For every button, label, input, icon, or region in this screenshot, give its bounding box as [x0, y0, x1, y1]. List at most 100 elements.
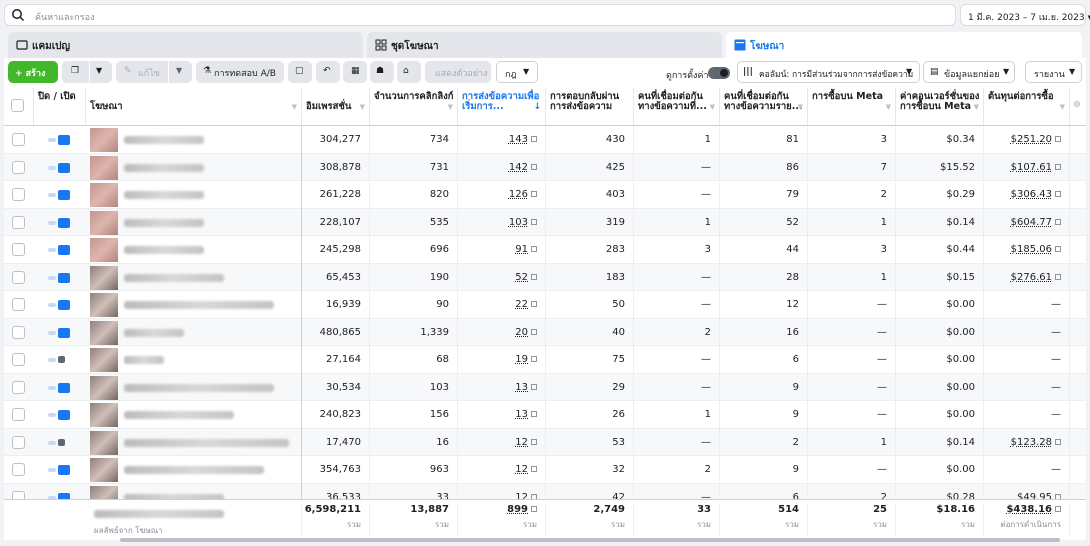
row-checkbox[interactable]: [12, 408, 25, 421]
row-checkbox[interactable]: [12, 380, 25, 394]
header-link-clicks[interactable]: จำนวนการคลิกลิงก์ ▼: [370, 88, 458, 126]
search-input[interactable]: ค้นหาและกรอง: [35, 13, 95, 23]
header-onoff[interactable]: ปิด / เปิด: [34, 88, 86, 126]
breakdown-dropdown[interactable]: ▤ ข้อมูลแยกย่อย ▼: [923, 61, 1015, 83]
table-row[interactable]: 480,865 1,339 20 40 2 16 — $0.00 —: [4, 318, 1086, 346]
cell-value: $107.61: [1010, 161, 1052, 173]
ad-name-blurred[interactable]: [124, 466, 264, 474]
table-row[interactable]: 308,878 731 142 425 — 86 7 $15.52 $107.61: [4, 153, 1086, 181]
ad-name-blurred[interactable]: [124, 356, 164, 364]
tab-adsets[interactable]: ชุดโฆษณา: [367, 32, 722, 58]
columns-dropdown[interactable]: ||| คอลัมน์: การมีส่วนร่วมจากการส่งข้อควา…: [737, 61, 920, 83]
row-checkbox[interactable]: [12, 160, 25, 174]
delete-button[interactable]: ▦: [343, 61, 367, 83]
ad-name-blurred[interactable]: [124, 328, 184, 337]
onoff-toggle[interactable]: [58, 356, 65, 363]
onoff-toggle[interactable]: [58, 382, 70, 393]
row-checkbox[interactable]: [12, 353, 25, 366]
table-row[interactable]: 30,534 103 13 29 — 9 — $0.00 —: [4, 373, 1086, 401]
table-row[interactable]: 240,823 156 13 26 1 9 — $0.00 —: [4, 401, 1086, 429]
ad-name-blurred[interactable]: [124, 136, 204, 144]
duplicate-button[interactable]: ❐ ▼: [62, 61, 112, 83]
header-ad[interactable]: โฆษณา ▼: [86, 88, 302, 126]
ad-name-blurred[interactable]: [124, 273, 224, 282]
table-row[interactable]: 304,277 734 143 430 1 81 3 $0.34 $251.20: [4, 126, 1086, 154]
cell-conn-msg: 2: [634, 318, 720, 346]
reports-dropdown[interactable]: รายงาน ▼: [1025, 61, 1082, 83]
table-row[interactable]: 245,298 696 91 283 3 44 3 $0.44 $185.06: [4, 236, 1086, 264]
cell-value: $15.52: [940, 161, 975, 173]
header-impressions[interactable]: อิมเพรสชั่น ▼: [302, 88, 370, 126]
onoff-toggle[interactable]: [58, 190, 70, 200]
edit-button[interactable]: ✎ แก้ไข ▼: [116, 61, 192, 83]
onoff-toggle[interactable]: [58, 492, 70, 503]
row-checkbox[interactable]: [12, 215, 25, 229]
ad-name-blurred[interactable]: [124, 411, 234, 419]
total-value: 33: [697, 504, 711, 515]
cell-link-clicks: 68: [370, 346, 458, 374]
cell-value: 28: [786, 271, 799, 283]
audience-button[interactable]: ☗: [370, 61, 394, 83]
row-checkbox[interactable]: [12, 188, 25, 201]
row-checkbox[interactable]: [12, 298, 25, 311]
ad-name-blurred[interactable]: [124, 218, 204, 227]
tab-ads[interactable]: โฆษณา: [726, 32, 1082, 58]
create-button[interactable]: + สร้าง: [8, 61, 58, 83]
row-checkbox[interactable]: [12, 435, 25, 449]
onoff-toggle[interactable]: [58, 410, 70, 420]
header-messaging-replies[interactable]: การตอบกลับผ่านการส่งข้อความ: [546, 88, 634, 126]
row-checkbox[interactable]: [12, 243, 25, 256]
header-connections-list[interactable]: คนที่เชื่อมต่อกันทางข้อความราย... ▼: [720, 88, 808, 126]
table-row[interactable]: 228,107 535 103 319 1 52 1 $0.14 $604.77: [4, 208, 1086, 236]
undo-button[interactable]: ↶: [316, 61, 340, 83]
select-all-checkbox[interactable]: [11, 99, 24, 112]
view-setup-toggle[interactable]: [708, 67, 730, 79]
header-cost-per-purchase[interactable]: ต้นทุนต่อการซื้อ ▼: [984, 88, 1070, 126]
onoff-toggle[interactable]: [58, 162, 70, 173]
table-row[interactable]: 261,228 820 126 403 — 79 2 $0.29 $306.43: [4, 181, 1086, 209]
rules-dropdown[interactable]: กฎ ▼: [496, 61, 538, 83]
onoff-toggle[interactable]: [58, 438, 65, 446]
header-connections-messaging[interactable]: คนที่เชื่อมต่อกันทางข้อความที่... ▼: [634, 88, 720, 126]
header-messaging-started[interactable]: การส่งข้อความเพื่อเริ่มการ... ↓: [458, 88, 546, 126]
onoff-toggle[interactable]: [58, 245, 70, 255]
header-label: คนที่เชื่อมต่อกันทางข้อความราย...: [724, 91, 803, 112]
add-column-header[interactable]: ⊕: [1070, 88, 1086, 126]
ad-name-blurred[interactable]: [124, 493, 224, 502]
ad-name-blurred[interactable]: [124, 438, 289, 447]
preview-button[interactable]: แสดงตัวอย่าง: [425, 61, 491, 83]
horizontal-scrollbar[interactable]: [120, 538, 1060, 542]
table-row[interactable]: 65,453 190 52 183 — 28 1 $0.15 $276.61: [4, 263, 1086, 291]
onoff-toggle[interactable]: [58, 217, 70, 228]
table-row[interactable]: 16,939 90 22 50 — 12 — $0.00 —: [4, 291, 1086, 319]
ad-name-blurred[interactable]: [124, 246, 204, 254]
date-range-picker[interactable]: 1 มี.ค. 2023 – 7 เม.ย. 2023▼: [960, 4, 1090, 26]
clipboard-button[interactable]: ▢: [288, 61, 312, 83]
cell-value: $306.43: [1010, 189, 1052, 200]
cell-value: —: [701, 271, 711, 283]
ad-name-blurred[interactable]: [124, 301, 274, 309]
ab-test-button[interactable]: ⚗ การทดสอบ A/B: [196, 61, 284, 83]
table-row[interactable]: 17,470 16 12 53 — 2 1 $0.14 $123.28: [4, 428, 1086, 456]
ad-name-blurred[interactable]: [124, 383, 274, 392]
onoff-toggle[interactable]: [58, 465, 70, 475]
onoff-toggle[interactable]: [58, 135, 70, 145]
row-checkbox[interactable]: [12, 270, 25, 284]
ad-name-blurred[interactable]: [124, 163, 204, 172]
table-row[interactable]: 27,164 68 19 75 — 6 — $0.00 —: [4, 346, 1086, 374]
cell-replies: 42: [546, 483, 634, 511]
row-checkbox[interactable]: [12, 133, 25, 146]
cell-value: 963: [429, 464, 449, 475]
tab-campaigns[interactable]: แคมเปญ: [8, 32, 363, 58]
row-checkbox[interactable]: [12, 325, 25, 339]
row-checkbox[interactable]: [12, 463, 25, 476]
ad-name-blurred[interactable]: [124, 191, 204, 199]
header-meta-purchases[interactable]: การซื้อบน Meta ▼: [808, 88, 896, 126]
table-row[interactable]: 354,763 963 12 32 2 9 — $0.00 —: [4, 456, 1086, 484]
onoff-toggle[interactable]: [58, 327, 70, 338]
onoff-toggle[interactable]: [58, 272, 70, 283]
onoff-toggle[interactable]: [58, 300, 70, 310]
header-purchase-conv-value[interactable]: ค่าคอนเวอร์ชั่นของการซื้อบน Meta ▼: [896, 88, 984, 126]
search-bar[interactable]: ค้นหาและกรอง: [4, 4, 956, 26]
tag-button[interactable]: ⌂: [397, 61, 421, 83]
